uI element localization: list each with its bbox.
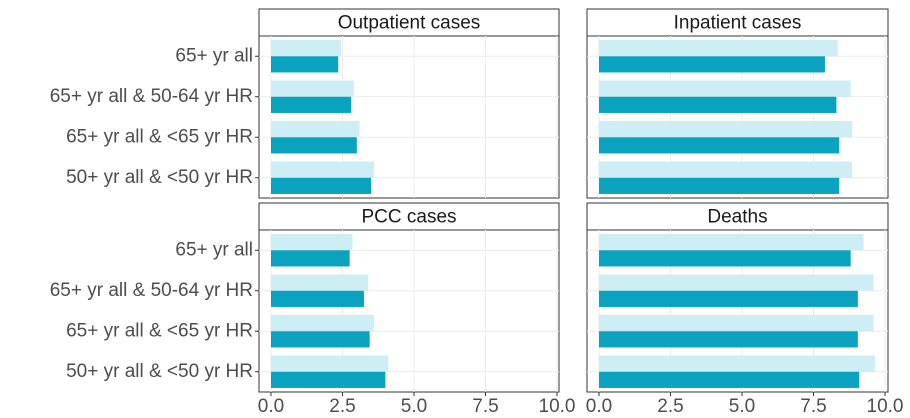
bar xyxy=(271,355,389,372)
bar xyxy=(271,80,354,97)
y-tick-label: 65+ yr all xyxy=(175,45,253,66)
panel-title: PCC cases xyxy=(361,207,456,228)
x-tick-label: 0.0 xyxy=(258,396,284,417)
bar xyxy=(599,96,837,113)
strip xyxy=(258,8,560,37)
panel-title: Outpatient cases xyxy=(338,13,481,34)
bar xyxy=(271,371,386,388)
bar xyxy=(271,137,357,154)
x-tick-label: 2.5 xyxy=(329,396,355,417)
bar xyxy=(271,96,352,113)
x-tick-label: 7.5 xyxy=(472,396,498,417)
bar xyxy=(599,56,825,73)
bar xyxy=(599,80,851,97)
bar xyxy=(271,315,374,332)
bar xyxy=(599,137,840,154)
bar xyxy=(271,161,374,178)
bar xyxy=(599,121,853,138)
y-tick-label: 65+ yr all & <65 yr HR xyxy=(66,126,253,147)
bar xyxy=(599,40,838,57)
x-tick-label: 10.0 xyxy=(867,396,904,417)
y-tick-label: 65+ yr all & 50-64 yr HR xyxy=(50,86,253,107)
x-tick-label: 10.0 xyxy=(539,396,576,417)
bar xyxy=(271,250,350,267)
bar xyxy=(271,234,353,251)
bar xyxy=(599,355,875,372)
y-tick-label: 65+ yr all & 50-64 yr HR xyxy=(50,280,253,301)
x-tick-label: 0.0 xyxy=(586,396,612,417)
bar xyxy=(599,331,858,348)
x-tick-label: 2.5 xyxy=(657,396,683,417)
x-tick-label: 5.0 xyxy=(729,396,755,417)
panel-title: Deaths xyxy=(707,207,767,228)
y-tick-label: 65+ yr all & <65 yr HR xyxy=(66,320,253,341)
strip xyxy=(258,202,560,231)
x-tick-label: 7.5 xyxy=(800,396,826,417)
bar xyxy=(599,161,853,178)
bar xyxy=(271,290,364,307)
x-tick-label: 5.0 xyxy=(401,396,427,417)
bar xyxy=(599,234,864,251)
bar xyxy=(271,331,370,348)
bar xyxy=(599,315,874,332)
y-tick-label: 50+ yr all & <50 yr HR xyxy=(66,167,253,188)
panel-title: Inpatient cases xyxy=(674,13,802,34)
bar xyxy=(599,250,851,267)
bar xyxy=(599,290,858,307)
y-tick-label: 65+ yr all xyxy=(175,239,253,260)
bar xyxy=(599,371,860,388)
bar xyxy=(271,56,339,73)
bar xyxy=(271,274,369,291)
bar xyxy=(599,177,840,194)
bar xyxy=(599,274,874,291)
bar xyxy=(271,121,360,138)
bar xyxy=(271,40,342,57)
strip xyxy=(586,8,889,37)
y-tick-label: 50+ yr all & <50 yr HR xyxy=(66,361,253,382)
bar xyxy=(271,177,372,194)
